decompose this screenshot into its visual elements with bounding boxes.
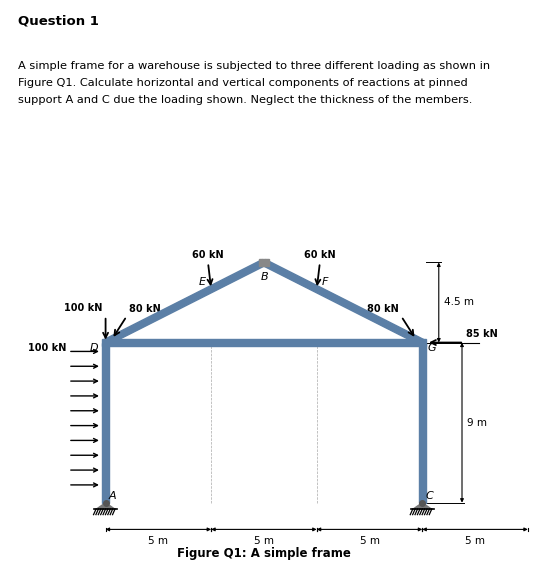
Text: 60 kN: 60 kN — [192, 250, 224, 260]
Text: 100 kN: 100 kN — [64, 303, 103, 313]
Polygon shape — [104, 260, 266, 345]
Polygon shape — [102, 340, 426, 346]
Text: 5 m: 5 m — [254, 536, 274, 546]
Polygon shape — [102, 342, 109, 503]
Text: Question 1: Question 1 — [18, 14, 99, 27]
Polygon shape — [418, 342, 426, 503]
Text: 4.5 m: 4.5 m — [444, 298, 474, 307]
Text: G: G — [428, 344, 436, 354]
Text: 100 kN: 100 kN — [27, 342, 66, 353]
Text: 85 kN: 85 kN — [466, 329, 498, 339]
Text: Figure Q1: A simple frame: Figure Q1: A simple frame — [177, 547, 351, 560]
Polygon shape — [413, 503, 432, 509]
Text: E: E — [199, 277, 206, 288]
Text: A simple frame for a warehouse is subjected to three different loading as shown : A simple frame for a warehouse is subjec… — [18, 61, 490, 71]
Text: F: F — [322, 277, 328, 288]
Text: 9 m: 9 m — [467, 418, 488, 428]
Text: D: D — [89, 344, 98, 354]
Text: 5 m: 5 m — [360, 536, 379, 546]
Text: 80 kN: 80 kN — [129, 303, 160, 314]
Text: 5 m: 5 m — [148, 536, 169, 546]
Text: A: A — [109, 491, 116, 501]
Text: B: B — [261, 272, 269, 282]
Text: 80 kN: 80 kN — [367, 303, 399, 314]
Text: 60 kN: 60 kN — [304, 250, 335, 260]
Text: 5 m: 5 m — [465, 536, 485, 546]
Text: support A and C due the loading shown. Neglect the thickness of the members.: support A and C due the loading shown. N… — [18, 95, 472, 105]
Polygon shape — [259, 259, 268, 266]
Text: C: C — [425, 491, 433, 501]
Polygon shape — [262, 260, 424, 345]
Text: Figure Q1. Calculate horizontal and vertical components of reactions at pinned: Figure Q1. Calculate horizontal and vert… — [18, 78, 468, 88]
Polygon shape — [97, 503, 115, 509]
